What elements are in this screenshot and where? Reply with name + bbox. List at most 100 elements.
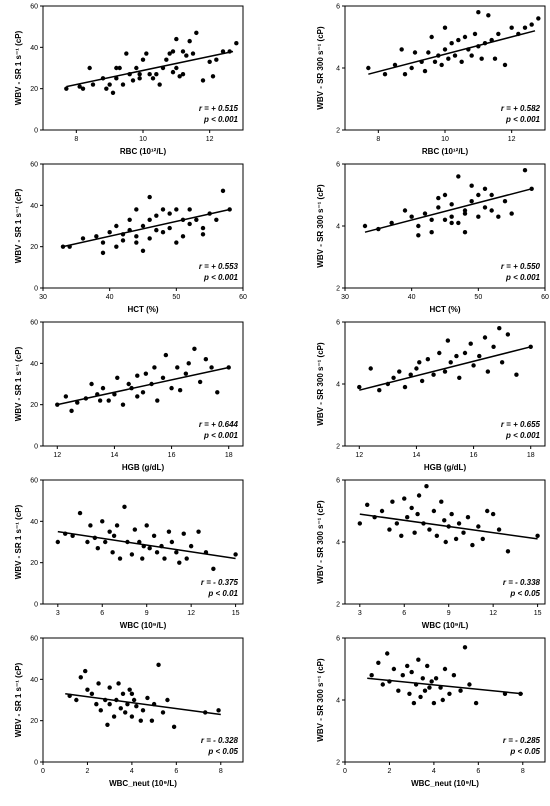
r-value-label: r = + 0.553 [199,262,239,271]
data-point [174,550,179,555]
data-point [412,530,417,535]
data-point [482,335,488,340]
data-point [405,663,410,669]
y-axis-label: WBV - SR 300 s⁻¹ (cP) [316,342,325,426]
data-point [85,687,90,692]
x-tick-label: 2 [387,768,391,775]
data-point [412,50,418,55]
data-point [449,202,454,207]
data-point [469,199,474,204]
data-point [442,518,447,523]
data-point [144,523,149,528]
data-point [129,691,135,696]
y-tick-label: 2 [336,128,340,135]
data-point [114,65,119,71]
r-value-label: r = - 0.285 [503,736,541,745]
data-point [63,394,69,399]
y-axis-label: WBV - SR 300 s⁻¹ (cP) [316,658,325,742]
data-point [180,234,186,239]
y-tick-label: 0 [34,444,38,451]
data-point [180,49,186,54]
data-point [127,687,132,692]
data-point [147,72,152,77]
data-point [140,390,146,395]
x-tick-label: 50 [172,294,180,301]
data-point [462,350,468,356]
data-point [175,365,180,370]
x-tick-label: 6 [476,768,480,775]
data-point [442,47,448,52]
data-point [147,217,152,222]
data-point [157,82,162,87]
data-point [103,539,108,545]
data-point [416,223,421,229]
data-point [425,663,430,669]
x-tick-label: 60 [239,294,247,301]
p-value-label: p < 0.01 [207,589,238,598]
y-tick-label: 60 [30,320,38,327]
data-point [107,230,112,235]
x-axis-label: HCT (%) [429,305,460,314]
data-point [467,682,472,687]
data-point [214,217,219,222]
data-point [137,72,142,77]
data-point [456,174,461,179]
data-point [368,366,373,371]
x-tick-label: 18 [225,452,233,459]
data-point [104,86,109,91]
data-point [422,68,428,74]
data-point [187,221,192,227]
data-point [220,188,226,194]
data-point [496,527,502,532]
data-point [90,82,96,87]
data-point [442,666,448,672]
data-point [138,718,143,723]
data-point [529,22,534,27]
x-tick-label: 60 [541,294,549,301]
data-point [419,378,425,384]
data-point [471,363,476,368]
data-point [382,72,388,77]
x-tick-label: 0 [41,768,45,775]
y-tick-label: 20 [30,560,38,567]
x-tick-label: 40 [106,294,114,301]
x-tick-label: 8 [521,768,525,775]
x-tick-label: 3 [56,610,60,617]
data-point [110,90,116,96]
scatter-panel-5: 12 14 16 18 0 20 40 60 r = + 0.644 p < 0.001 HGB (… [14,320,244,472]
data-point [96,681,101,686]
x-tick-label: 4 [130,768,134,775]
data-point [216,708,221,713]
data-point [505,549,511,554]
data-point [183,371,189,376]
data-point [156,662,161,668]
data-point [429,230,434,235]
data-point [120,238,126,243]
y-tick-label: 20 [30,86,38,93]
data-point [476,524,481,529]
data-point [489,192,494,198]
data-point [80,86,86,91]
data-point [170,49,176,54]
data-point [514,372,519,377]
data-point [399,47,404,52]
x-tick-label: 10 [441,136,449,143]
data-point [233,552,238,557]
data-point [124,51,129,56]
data-point [130,78,136,83]
data-point [457,375,462,380]
p-value-label: p < 0.001 [505,431,541,440]
data-point [442,369,448,374]
scatter-panel-6: 12 14 16 18 2 4 6 r = + 0.655 p < 0.001 HGB (g/dL… [316,320,546,472]
regression-line [359,346,531,391]
data-point [83,668,88,674]
y-tick-label: 20 [30,718,38,725]
data-point [502,199,508,204]
data-point [144,51,149,56]
data-point [174,207,179,212]
data-point [391,375,396,380]
data-point [89,381,94,387]
data-point [214,57,219,62]
data-point [127,217,132,222]
data-point [436,205,441,210]
